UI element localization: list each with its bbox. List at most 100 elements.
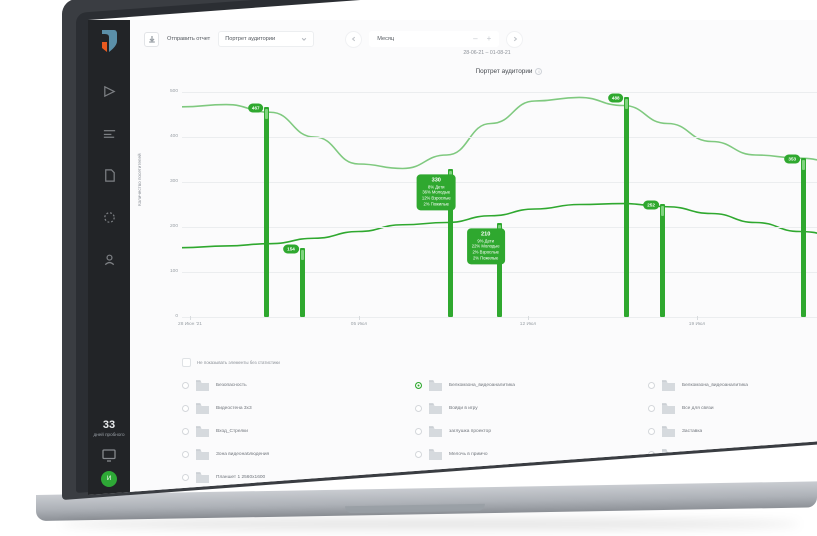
y-axis-tick: 400 bbox=[169, 134, 178, 139]
folder-icon bbox=[195, 379, 210, 392]
chart-value-badge[interactable]: 252 bbox=[643, 200, 659, 210]
chart-bar[interactable] bbox=[264, 106, 270, 317]
download-icon[interactable] bbox=[144, 31, 159, 47]
x-axis: 28 Июн '21 05 Июл 12 Июл 19 Июл bbox=[178, 316, 817, 334]
y-axis-tick: 500 bbox=[169, 89, 178, 94]
list-item-radio[interactable] bbox=[182, 474, 189, 481]
list-item-radio[interactable] bbox=[648, 405, 655, 412]
x-axis-tick-mark bbox=[528, 316, 529, 320]
sidebar-item-loader[interactable] bbox=[94, 202, 124, 232]
chart-tooltip-row: 2% Пожилые bbox=[423, 200, 449, 206]
monitor-icon[interactable] bbox=[102, 449, 116, 462]
list-item[interactable]: Мелочь в примчо bbox=[415, 443, 630, 466]
sidebar-footer: 33 дней пробного И bbox=[88, 419, 130, 495]
avatar[interactable]: И bbox=[101, 471, 117, 487]
x-axis-tick-mark bbox=[190, 316, 191, 320]
list-item[interactable]: Войди в игру bbox=[415, 397, 630, 420]
chart-series-line bbox=[182, 202, 817, 249]
chart-bar-cap bbox=[300, 249, 304, 260]
list-item[interactable]: Белкомзона_видеоаналитика bbox=[648, 374, 817, 397]
chart-tooltip[interactable]: 210 9% Дети 22% Молодые 2% Взрослые 2% Пожил… bbox=[466, 227, 505, 265]
list-item-label: Безопасность bbox=[216, 383, 247, 388]
chart-bar-cap bbox=[625, 99, 629, 110]
main-content: Отправить отчет Портрет аудитории Месяц … bbox=[130, 20, 817, 496]
period-label[interactable]: Месяц bbox=[377, 36, 395, 42]
sidebar-item-list[interactable] bbox=[94, 118, 124, 148]
y-axis-label: Количество посетителей bbox=[137, 153, 142, 206]
list-item-radio[interactable] bbox=[648, 428, 655, 435]
list-item[interactable]: заглушка проектор bbox=[415, 420, 630, 443]
list-item-radio[interactable] bbox=[182, 451, 189, 458]
chart-plot: 0 100 200 300 400 500 467 154 330 8% Дети 36% Моло… bbox=[170, 89, 817, 319]
x-axis-tick: 19 Июл bbox=[688, 322, 706, 327]
list-item-radio[interactable] bbox=[648, 382, 655, 389]
chart-bar-cap bbox=[265, 108, 269, 119]
sidebar-item-file[interactable] bbox=[94, 160, 124, 190]
list-item-radio[interactable] bbox=[182, 405, 189, 412]
sidebar-item-play[interactable] bbox=[94, 76, 124, 106]
chart-series-line bbox=[182, 96, 817, 170]
list-item[interactable]: Зона видеонаблюдения bbox=[182, 443, 397, 466]
hide-empty-checkbox[interactable] bbox=[182, 358, 191, 367]
list-column: Безопасность Видеостена 3х3 Вход_Стрелки Зо… bbox=[182, 374, 397, 489]
x-axis-tick-mark bbox=[697, 316, 698, 320]
info-icon[interactable]: i bbox=[535, 68, 543, 75]
report-type-select[interactable]: Портрет аудитории bbox=[218, 31, 315, 47]
folder-icon bbox=[428, 448, 443, 461]
chart-value-badge[interactable]: 467 bbox=[247, 103, 264, 113]
period-increase-button[interactable]: + bbox=[486, 34, 492, 43]
chart-curves bbox=[182, 96, 817, 249]
folder-icon bbox=[428, 379, 443, 392]
list-item-radio[interactable] bbox=[648, 474, 655, 481]
y-axis-tick: 0 bbox=[175, 314, 178, 319]
chart-tooltip-value: 330 bbox=[431, 176, 441, 183]
list-item[interactable]: Безопасность bbox=[182, 374, 397, 397]
period-control: Месяц – + bbox=[369, 31, 500, 47]
chart-bar[interactable] bbox=[659, 203, 665, 317]
chart-value-badge[interactable]: 488 bbox=[607, 93, 624, 103]
list-item[interactable]: Видеостена 3х3 bbox=[182, 397, 397, 420]
list-item[interactable]: Планшет 1 2560x1600 bbox=[182, 466, 397, 489]
chart-value-badge[interactable]: 154 bbox=[283, 244, 299, 254]
list-column: Белкомзона_видеоаналитика Войди в игру заг… bbox=[415, 374, 630, 489]
app-logo[interactable] bbox=[98, 28, 120, 54]
list-item-label: Войди в игру bbox=[449, 406, 478, 411]
grid-line bbox=[182, 182, 817, 183]
period-decrease-button[interactable]: – bbox=[473, 34, 478, 43]
chart-bar[interactable] bbox=[800, 158, 806, 317]
folder-icon bbox=[195, 402, 210, 415]
prev-period-button[interactable] bbox=[346, 31, 362, 47]
chart-value-badge[interactable]: 353 bbox=[784, 154, 801, 164]
chart-tooltip[interactable]: 330 8% Дети 36% Молодые 12% Взрослые 2% Пожи… bbox=[416, 173, 456, 211]
export-report-label[interactable]: Отправить отчет bbox=[167, 36, 211, 42]
chart-area: Количество посетителей 0 100 200 300 400 500 4… bbox=[130, 84, 817, 339]
folder-icon bbox=[428, 425, 443, 438]
y-axis-tick: 200 bbox=[169, 224, 178, 229]
list-item-label: Белкомзона_видеоаналитика bbox=[682, 383, 748, 388]
list-item-label: Зона видеонаблюдения bbox=[216, 452, 270, 457]
list-item[interactable]: Все для связи bbox=[648, 397, 817, 420]
list-item-radio[interactable] bbox=[415, 474, 422, 481]
chart-bar[interactable] bbox=[299, 247, 305, 317]
chart-bar[interactable] bbox=[624, 97, 630, 317]
x-axis-tick: 28 Июн '21 bbox=[178, 322, 202, 327]
sidebar-item-user[interactable] bbox=[94, 244, 124, 274]
list-item[interactable]: Белкомзона_видеоаналитика bbox=[415, 374, 630, 397]
list-item-radio[interactable] bbox=[182, 382, 189, 389]
list-item-radio[interactable] bbox=[415, 405, 422, 412]
date-range-label: 28-06-21 – 01-08-21 bbox=[463, 50, 511, 56]
list-item-radio[interactable] bbox=[415, 428, 422, 435]
list-item[interactable]: Вход_Стрелки bbox=[182, 420, 397, 443]
list-item[interactable]: Заставка bbox=[648, 420, 817, 443]
list-item-radio[interactable] bbox=[415, 451, 422, 458]
list-item-radio[interactable] bbox=[182, 428, 189, 435]
list-item-label: Планшет 1 2560x1600 bbox=[216, 475, 266, 480]
list-item-label: Планшет 3 2560x1600 bbox=[682, 475, 732, 480]
next-period-button[interactable] bbox=[507, 31, 523, 47]
list-item-label: Планшет 2 2560x1600 bbox=[449, 475, 499, 480]
trial-info: 33 дней пробного bbox=[93, 419, 124, 437]
list-item-radio[interactable] bbox=[415, 382, 422, 389]
list-item-label: Белкомзона_видеоаналитика bbox=[449, 383, 515, 388]
folder-icon bbox=[195, 471, 210, 484]
hide-empty-row[interactable]: Не показывать элементы без статистики bbox=[130, 358, 817, 367]
